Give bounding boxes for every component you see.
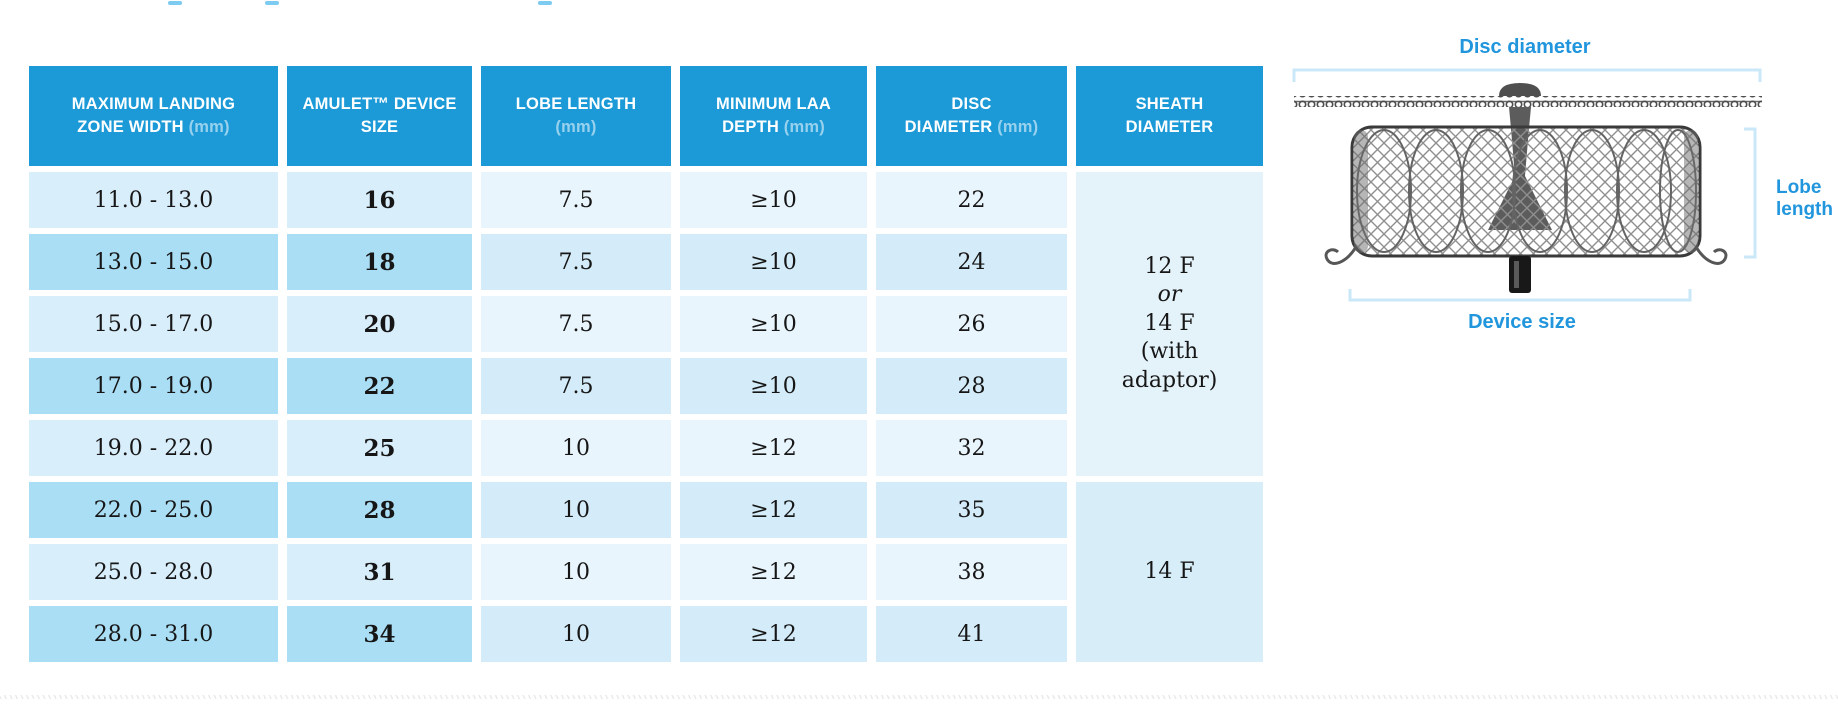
disc-wire: [1294, 96, 1762, 107]
header-line: MINIMUM LAA: [716, 95, 831, 114]
sheath-line: 12 F: [1144, 253, 1195, 279]
cell-lobe-length: 10: [481, 420, 671, 476]
cell-landing-zone: 22.0 - 25.0: [29, 482, 278, 538]
cell-device-size: 28: [287, 482, 472, 538]
header-unit: (mm): [555, 118, 597, 136]
cell-landing-zone: 19.0 - 22.0: [29, 420, 278, 476]
header-line: DISC: [951, 95, 992, 114]
cell-disc-diameter: 26: [876, 296, 1067, 352]
cropped-text-artifact: [168, 1, 182, 5]
cell-laa-depth: ≥10: [680, 358, 867, 414]
header-line: DIAMETER: [904, 118, 993, 136]
cell-disc-diameter: 35: [876, 482, 1067, 538]
cropped-text-artifact: [265, 1, 279, 5]
sheath-line: or: [1157, 282, 1182, 308]
header-line: MAXIMUM LANDING: [71, 95, 236, 114]
header-line: SHEATH: [1135, 95, 1204, 114]
lobe-length-bracket: [1744, 127, 1757, 259]
cell-lobe-length: 7.5: [481, 358, 671, 414]
amulet-device-illustration: [1292, 68, 1762, 302]
cell-landing-zone: 25.0 - 28.0: [29, 544, 278, 600]
cell-disc-diameter: 41: [876, 606, 1067, 662]
device-size-bracket: [1348, 289, 1692, 302]
cell-device-size: 22: [287, 358, 472, 414]
disc-diameter-bracket: [1292, 68, 1762, 82]
header-line: SIZE: [360, 118, 399, 136]
cell-landing-zone: 28.0 - 31.0: [29, 606, 278, 662]
device-cap: [1499, 83, 1541, 96]
column-header-min-laa-depth: MINIMUM LAA DEPTH (mm): [680, 66, 867, 166]
cell-device-size: 18: [287, 234, 472, 290]
cell-laa-depth: ≥12: [680, 482, 867, 538]
column-header-device-size: AMULET™ DEVICE SIZE: [287, 66, 472, 166]
cell-lobe-length: 10: [481, 606, 671, 662]
cell-device-size: 34: [287, 606, 472, 662]
cell-laa-depth: ≥10: [680, 296, 867, 352]
disc-diameter-label: Disc diameter: [1459, 36, 1591, 58]
device-lobe-mesh: [1350, 125, 1702, 258]
stabilising-hook-left: [1324, 246, 1358, 265]
lobe-length-label: Lobe length: [1776, 177, 1833, 220]
header-unit: (mm): [188, 118, 230, 136]
column-header-disc-diameter: DISC DIAMETER (mm): [876, 66, 1067, 166]
column-header-landing-zone-width: MAXIMUM LANDING ZONE WIDTH (mm): [29, 66, 278, 166]
cell-lobe-length: 10: [481, 482, 671, 538]
cell-device-size: 20: [287, 296, 472, 352]
header-line: DIAMETER: [1125, 118, 1214, 136]
cell-lobe-length: 10: [481, 544, 671, 600]
cell-laa-depth: ≥12: [680, 544, 867, 600]
cell-lobe-length: 7.5: [481, 172, 671, 228]
header-line: AMULET™ DEVICE: [302, 95, 457, 114]
cell-disc-diameter: 22: [876, 172, 1067, 228]
cropped-hatch-artifact: [0, 695, 1838, 699]
cell-laa-depth: ≥10: [680, 234, 867, 290]
device-size-label: Device size: [1468, 311, 1576, 333]
cell-laa-depth: ≥12: [680, 420, 867, 476]
sheath-line: (with adaptor): [1121, 339, 1218, 393]
cell-landing-zone: 11.0 - 13.0: [29, 172, 278, 228]
cell-sheath-diameter-group-1: 12 F or 14 F (with adaptor): [1076, 172, 1263, 476]
cell-device-size: 16: [287, 172, 472, 228]
header-unit: (mm): [997, 118, 1039, 136]
cell-disc-diameter: 24: [876, 234, 1067, 290]
cell-disc-diameter: 38: [876, 544, 1067, 600]
cell-sheath-diameter-group-2: 14 F: [1076, 482, 1263, 662]
header-line: ZONE WIDTH: [77, 118, 184, 136]
column-header-sheath-diameter: SHEATH DIAMETER: [1076, 66, 1263, 166]
header-line: LOBE LENGTH: [515, 95, 637, 114]
cropped-text-artifact: [538, 1, 552, 5]
cell-laa-depth: ≥12: [680, 606, 867, 662]
column-header-lobe-length: LOBE LENGTH (mm): [481, 66, 671, 166]
cell-laa-depth: ≥10: [680, 172, 867, 228]
header-unit: (mm): [783, 118, 825, 136]
cell-landing-zone: 17.0 - 19.0: [29, 358, 278, 414]
cell-lobe-length: 7.5: [481, 234, 671, 290]
cell-disc-diameter: 28: [876, 358, 1067, 414]
header-line: DEPTH: [722, 118, 779, 136]
cell-landing-zone: 15.0 - 17.0: [29, 296, 278, 352]
stabilising-hook-right: [1694, 246, 1728, 265]
sheath-line: 14 F: [1144, 310, 1195, 336]
end-screw: [1509, 256, 1531, 293]
cell-device-size: 25: [287, 420, 472, 476]
cell-device-size: 31: [287, 544, 472, 600]
cell-disc-diameter: 32: [876, 420, 1067, 476]
cell-landing-zone: 13.0 - 15.0: [29, 234, 278, 290]
device-sizing-table: MAXIMUM LANDING ZONE WIDTH (mm) AMULET™ …: [29, 66, 1263, 662]
cell-lobe-length: 7.5: [481, 296, 671, 352]
